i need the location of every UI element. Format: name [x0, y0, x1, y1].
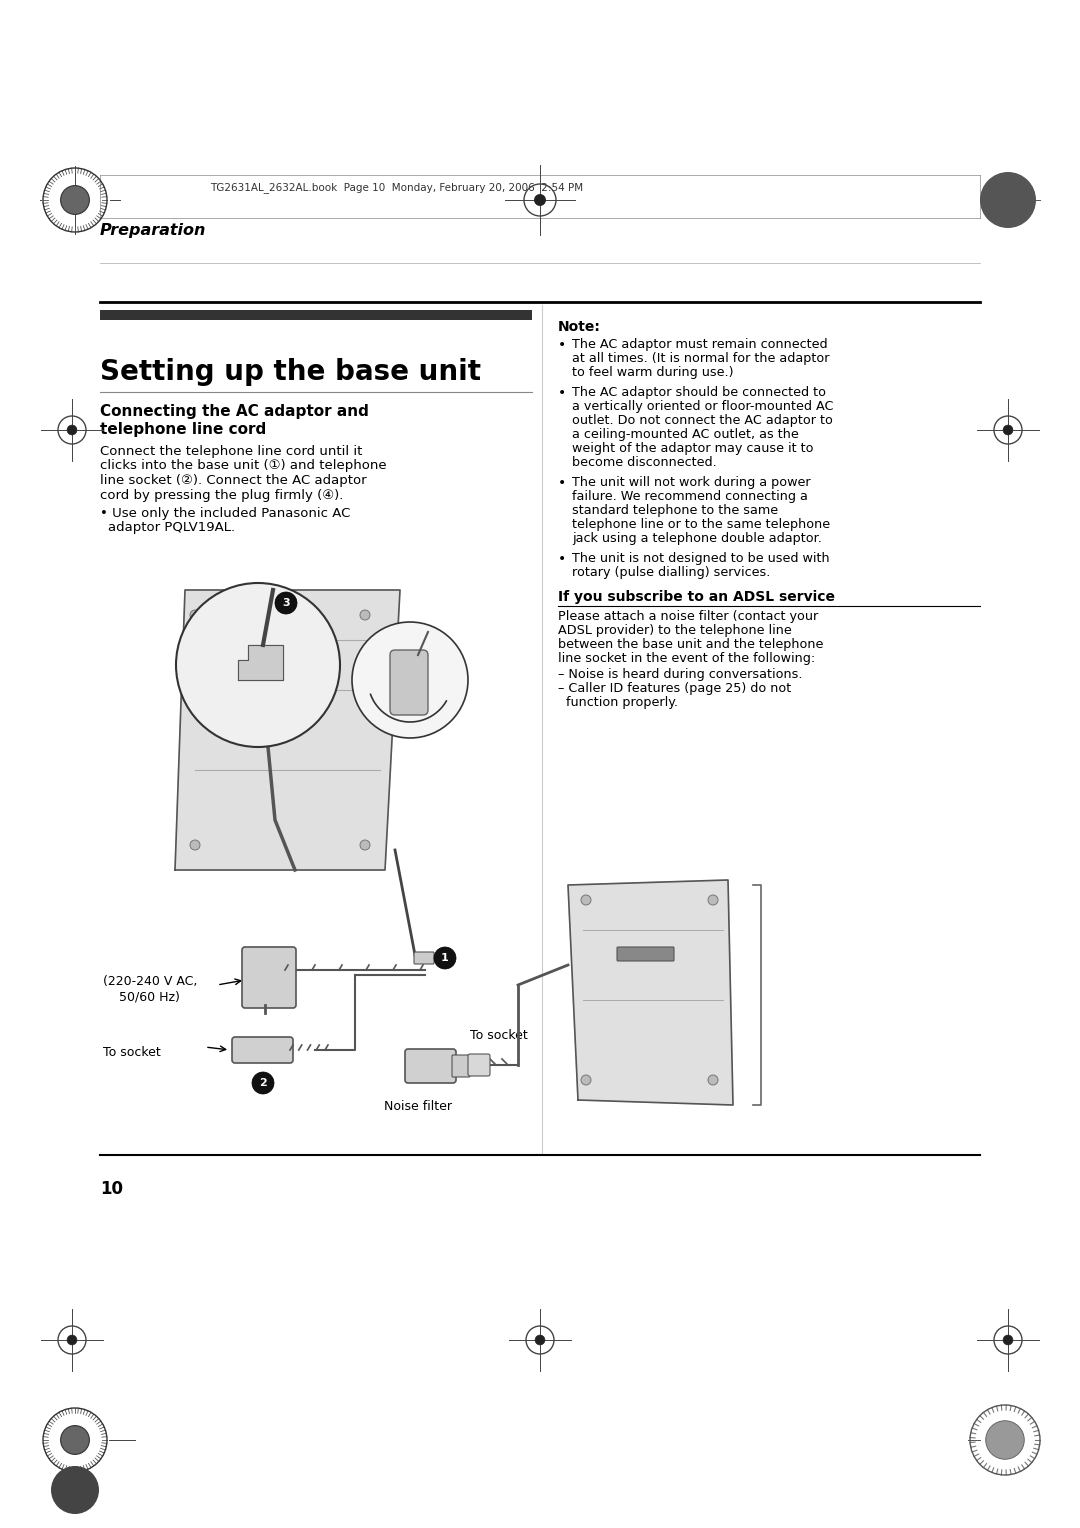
Circle shape	[252, 1073, 274, 1094]
Circle shape	[535, 1335, 545, 1345]
Text: to feel warm during use.): to feel warm during use.)	[572, 367, 733, 379]
Text: at all times. (It is normal for the adaptor: at all times. (It is normal for the adap…	[572, 351, 829, 365]
Text: – Caller ID features (page 25) do not: – Caller ID features (page 25) do not	[558, 681, 792, 695]
Text: Connect the telephone line cord until it: Connect the telephone line cord until it	[100, 445, 363, 458]
Text: adaptor PQLV19AL.: adaptor PQLV19AL.	[108, 521, 235, 535]
FancyBboxPatch shape	[405, 1050, 456, 1083]
Bar	[100, 310, 532, 319]
Text: Hook: Hook	[176, 657, 207, 669]
Text: jack using a telephone double adaptor.: jack using a telephone double adaptor.	[572, 532, 822, 545]
Text: telephone line or to the same telephone: telephone line or to the same telephone	[572, 518, 831, 532]
Text: outlet. Do not connect the AC adaptor to: outlet. Do not connect the AC adaptor to	[572, 414, 833, 426]
Text: 2: 2	[259, 1077, 267, 1088]
Circle shape	[360, 840, 370, 850]
Circle shape	[980, 173, 1036, 228]
Polygon shape	[238, 645, 283, 680]
Text: The unit will not work during a power: The unit will not work during a power	[572, 477, 811, 489]
Text: line socket (②). Connect the AC adaptor: line socket (②). Connect the AC adaptor	[100, 474, 366, 487]
FancyBboxPatch shape	[468, 1054, 490, 1076]
Text: ADSL provider) to the telephone line: ADSL provider) to the telephone line	[558, 623, 792, 637]
Text: a vertically oriented or floor-mounted AC: a vertically oriented or floor-mounted A…	[572, 400, 834, 413]
Text: •: •	[558, 338, 566, 351]
Text: function properly.: function properly.	[558, 695, 678, 709]
Text: 50/60 Hz): 50/60 Hz)	[114, 990, 180, 1002]
Circle shape	[708, 1076, 718, 1085]
Text: – Noise is heard during conversations.: – Noise is heard during conversations.	[558, 668, 802, 681]
Circle shape	[581, 895, 591, 905]
Circle shape	[60, 185, 90, 214]
Circle shape	[986, 1421, 1024, 1459]
FancyBboxPatch shape	[414, 952, 434, 964]
Text: weight of the adaptor may cause it to: weight of the adaptor may cause it to	[572, 442, 813, 455]
Text: 3: 3	[282, 597, 289, 608]
FancyBboxPatch shape	[453, 1054, 470, 1077]
Text: •: •	[558, 387, 566, 400]
Text: clicks into the base unit (①) and telephone: clicks into the base unit (①) and teleph…	[100, 460, 387, 472]
Circle shape	[708, 895, 718, 905]
Text: TG2631AL_2632AL.book  Page 10  Monday, February 20, 2006  2:54 PM: TG2631AL_2632AL.book Page 10 Monday, Feb…	[210, 182, 583, 193]
Text: To socket: To socket	[470, 1028, 528, 1042]
Text: The AC adaptor must remain connected: The AC adaptor must remain connected	[572, 338, 827, 351]
Text: 10: 10	[100, 1180, 123, 1198]
Text: rotary (pulse dialling) services.: rotary (pulse dialling) services.	[572, 565, 770, 579]
Text: a ceiling-mounted AC outlet, as the: a ceiling-mounted AC outlet, as the	[572, 428, 799, 442]
Text: If you subscribe to an ADSL service: If you subscribe to an ADSL service	[558, 590, 835, 604]
Circle shape	[176, 584, 340, 747]
Text: (220-240 V AC,: (220-240 V AC,	[103, 975, 198, 989]
Polygon shape	[568, 880, 733, 1105]
Text: • Use only the included Panasonic AC: • Use only the included Panasonic AC	[100, 507, 350, 520]
Text: •: •	[558, 552, 566, 565]
Circle shape	[51, 1465, 99, 1514]
Text: standard telephone to the same: standard telephone to the same	[572, 504, 778, 516]
Circle shape	[190, 840, 200, 850]
Polygon shape	[175, 590, 400, 869]
Text: 1: 1	[441, 953, 449, 963]
Circle shape	[1003, 1335, 1013, 1345]
Text: line socket in the event of the following:: line socket in the event of the followin…	[558, 652, 815, 665]
FancyBboxPatch shape	[617, 947, 674, 961]
Text: Note:: Note:	[558, 319, 600, 335]
Circle shape	[67, 1335, 77, 1345]
Text: become disconnected.: become disconnected.	[572, 455, 717, 469]
Circle shape	[275, 591, 297, 614]
Circle shape	[360, 610, 370, 620]
Circle shape	[434, 947, 456, 969]
Circle shape	[581, 1076, 591, 1085]
FancyBboxPatch shape	[242, 947, 296, 1008]
FancyBboxPatch shape	[233, 704, 307, 723]
Text: Noise filter: Noise filter	[384, 1100, 453, 1112]
Circle shape	[67, 425, 77, 435]
Text: Preparation: Preparation	[100, 223, 206, 238]
Text: telephone line cord: telephone line cord	[100, 422, 267, 437]
Circle shape	[190, 610, 200, 620]
Text: To socket: To socket	[103, 1047, 161, 1059]
Text: Setting up the base unit: Setting up the base unit	[100, 358, 481, 387]
Circle shape	[535, 194, 545, 206]
Circle shape	[60, 1426, 90, 1455]
FancyBboxPatch shape	[232, 1038, 293, 1063]
Text: between the base unit and the telephone: between the base unit and the telephone	[558, 639, 823, 651]
Text: cord by pressing the plug firmly (④).: cord by pressing the plug firmly (④).	[100, 489, 343, 501]
Text: The unit is not designed to be used with: The unit is not designed to be used with	[572, 552, 829, 565]
Text: failure. We recommend connecting a: failure. We recommend connecting a	[572, 490, 808, 503]
Circle shape	[1003, 425, 1013, 435]
Text: Please attach a noise filter (contact your: Please attach a noise filter (contact yo…	[558, 610, 819, 623]
Text: •: •	[558, 477, 566, 490]
Text: Connecting the AC adaptor and: Connecting the AC adaptor and	[100, 403, 369, 419]
Circle shape	[352, 622, 468, 738]
Text: The AC adaptor should be connected to: The AC adaptor should be connected to	[572, 387, 826, 399]
FancyBboxPatch shape	[390, 649, 428, 715]
